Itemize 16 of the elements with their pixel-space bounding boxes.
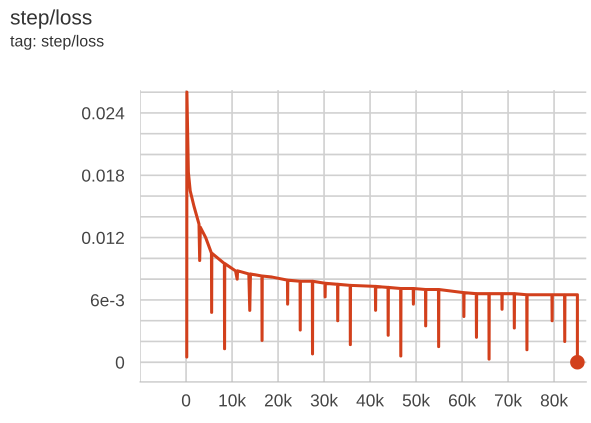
x-tick-label: 10k: [219, 394, 246, 407]
y-tick-label: 0: [116, 356, 124, 369]
y-tick-label: 0.024: [82, 107, 124, 120]
x-tick-label: 20k: [264, 394, 292, 407]
x-tick-label: 60k: [448, 394, 476, 407]
x-tick-label: 80k: [540, 394, 568, 407]
x-tick-label: 50k: [402, 394, 430, 407]
y-tick-label: 0.012: [82, 232, 124, 244]
x-tick-label: 0: [182, 394, 190, 407]
chart-subtitle: tag: step/loss: [10, 34, 104, 50]
y-tick-label: 0.018: [82, 169, 124, 182]
x-tick-label: 30k: [310, 394, 338, 407]
x-tick-label: 70k: [494, 394, 522, 407]
y-tick-label: 6e-3: [90, 294, 124, 306]
x-tick-label: 40k: [356, 394, 384, 407]
chart-title: step/loss: [10, 9, 92, 29]
